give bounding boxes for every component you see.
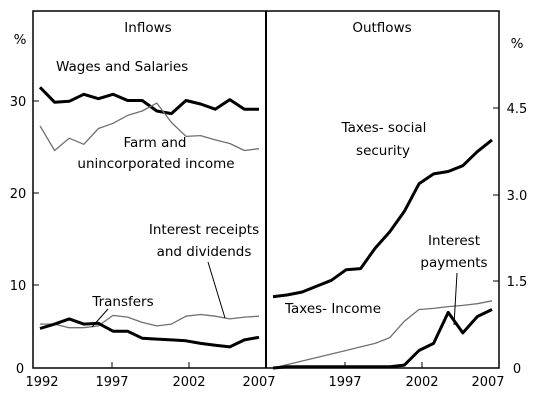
left-y-tick-label: 10 — [10, 279, 27, 294]
label-interest-receipts-line2: and dividends — [157, 244, 252, 260]
label-interest-payments-line2: payments — [420, 255, 487, 271]
right-y-axis: 0 1.5 3.0 4.5 — [493, 102, 527, 377]
left-unit-label: % — [14, 32, 27, 48]
x-tick-label: 1997 — [95, 375, 128, 390]
label-interest-receipts-line1: Interest receipts — [149, 222, 259, 238]
label-farm-line2: unincorporated income — [77, 156, 234, 172]
x-tick-label: 2007 — [471, 375, 504, 390]
label-transfers: Transfers — [91, 294, 153, 310]
right-y-tick-label: 4.5 — [507, 102, 528, 117]
series-line-wages-and-salaries — [38, 86, 259, 116]
outflows-title: Outflows — [352, 20, 411, 36]
right-y-tick-label: 1.5 — [507, 275, 528, 290]
label-wages-and-salaries: Wages and Salaries — [56, 59, 188, 75]
right-y-tick-label: 3.0 — [507, 189, 528, 204]
series-line-interest-receipts-and-dividends — [40, 313, 260, 329]
x-axis: 1992 1997 2002 2007 1997 2002 2007 — [25, 362, 505, 390]
series-line-transfers — [39, 317, 260, 349]
label-social-security-line2: security — [356, 143, 410, 159]
series-annotations: Wages and Salaries Farm and unincorporat… — [56, 59, 488, 328]
left-y-tick-label: 0 — [16, 362, 24, 377]
leader-transfers — [91, 308, 109, 328]
left-y-tick-label: 30 — [10, 95, 27, 110]
x-tick-label: 2007 — [242, 375, 275, 390]
left-y-tick-label: 20 — [10, 187, 27, 202]
series-line-taxes-social-security — [272, 138, 493, 299]
inflows-title: Inflows — [124, 20, 171, 36]
right-unit-label: % — [511, 36, 524, 52]
right-y-tick-label: 0 — [513, 362, 521, 377]
series-line-farm-and-unincorporated-income — [39, 102, 260, 152]
label-farm-line1: Farm and — [124, 135, 187, 151]
label-social-security-line1: Taxes- social — [341, 120, 427, 136]
left-y-axis: 0 10 20 30 — [10, 95, 39, 377]
series-layer — [38, 86, 493, 370]
x-tick-label: 2002 — [405, 375, 438, 390]
leader-interest-payments — [453, 272, 458, 326]
label-interest-payments-line1: Interest — [428, 233, 480, 249]
x-tick-label: 1997 — [328, 375, 361, 390]
series-line-interest-payments — [272, 308, 493, 370]
x-tick-label: 2002 — [172, 375, 205, 390]
label-taxes-income: Taxes- Income — [284, 301, 381, 317]
x-tick-label: 1992 — [25, 375, 58, 390]
leader-interest-receipts — [207, 261, 226, 319]
